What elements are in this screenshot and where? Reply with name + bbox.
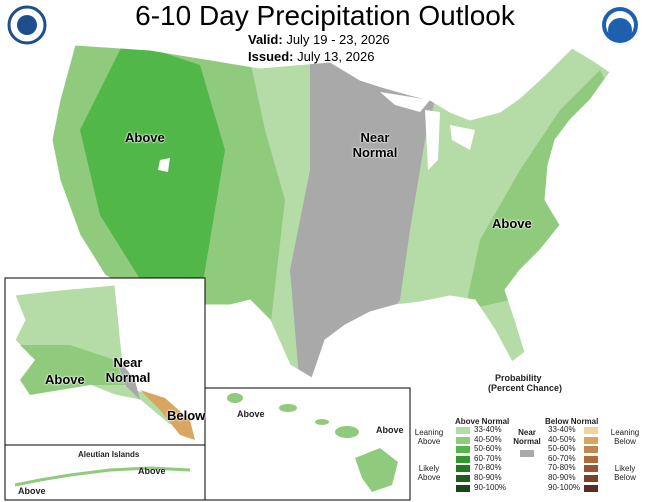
inset-title: Aleutian Islands <box>78 450 140 459</box>
legend-bin-label: 33-40% <box>474 425 502 434</box>
legend-swatch <box>584 475 598 482</box>
legend-bin-label: 70-80% <box>474 463 502 473</box>
region-label: Above <box>237 409 265 419</box>
legend-swatch <box>584 446 598 454</box>
legend-swatch <box>520 450 534 457</box>
legend-group: Leaning Below <box>610 428 640 446</box>
legend-header: Above Normal <box>455 417 510 426</box>
region-label: Above <box>18 486 46 496</box>
region-label: Near Normal <box>105 355 151 385</box>
legend-swatch <box>584 465 598 473</box>
legend-swatch <box>456 436 470 444</box>
legend-group: Likely Below <box>614 464 636 482</box>
legend-group: Likely Above <box>417 464 441 482</box>
legend-bin-label: 80-90% <box>474 473 502 482</box>
valid: Valid: July 19 - 23, 2026 <box>248 32 390 47</box>
issued: Issued: July 13, 2026 <box>248 49 375 64</box>
legend-swatch <box>584 436 598 444</box>
legend-near: Near Normal <box>513 428 541 446</box>
legend-bin-label: 80-90% <box>548 473 576 482</box>
legend-group: Leaning Above <box>414 428 444 446</box>
legend-bin-label: 70-80% <box>548 463 576 473</box>
region-label: Below <box>167 408 206 423</box>
legend-bin-label: 90-100% <box>474 482 507 492</box>
legend-title: Probability <box>495 373 542 383</box>
legend-bin-label: 60-70% <box>548 453 576 463</box>
legend-header: Below Normal <box>545 417 599 426</box>
legend-swatch <box>584 455 598 463</box>
region-label: Above <box>125 130 165 145</box>
legend-bin-label: 60-70% <box>474 453 502 463</box>
legend-bin-label: 33-40% <box>548 425 576 434</box>
legend-bin-label: 50-60% <box>474 444 502 454</box>
legend-swatch <box>584 484 598 492</box>
legend-swatch <box>456 465 470 473</box>
legend-bin-label: 90-100% <box>548 482 581 492</box>
legend-swatch <box>584 427 598 434</box>
legend-bin-label: 50-60% <box>548 444 576 454</box>
legend-swatch <box>456 455 470 463</box>
legend-bin-label: 40-50% <box>474 434 502 444</box>
legend-swatch <box>456 484 470 492</box>
legend-subtitle: (Percent Chance) <box>488 383 563 393</box>
region-label: Above <box>376 425 404 435</box>
legend-swatch <box>456 475 470 482</box>
region-label: Near Normal <box>352 130 398 160</box>
legend-bin-label: 40-50% <box>548 434 576 444</box>
legend-swatch <box>456 427 470 434</box>
region-label: Above <box>492 216 532 231</box>
title: 6-10 Day Precipitation Outlook <box>135 0 515 31</box>
legend-swatch <box>456 446 470 454</box>
region-label: Above <box>138 466 166 476</box>
region-label: Above <box>45 372 85 387</box>
